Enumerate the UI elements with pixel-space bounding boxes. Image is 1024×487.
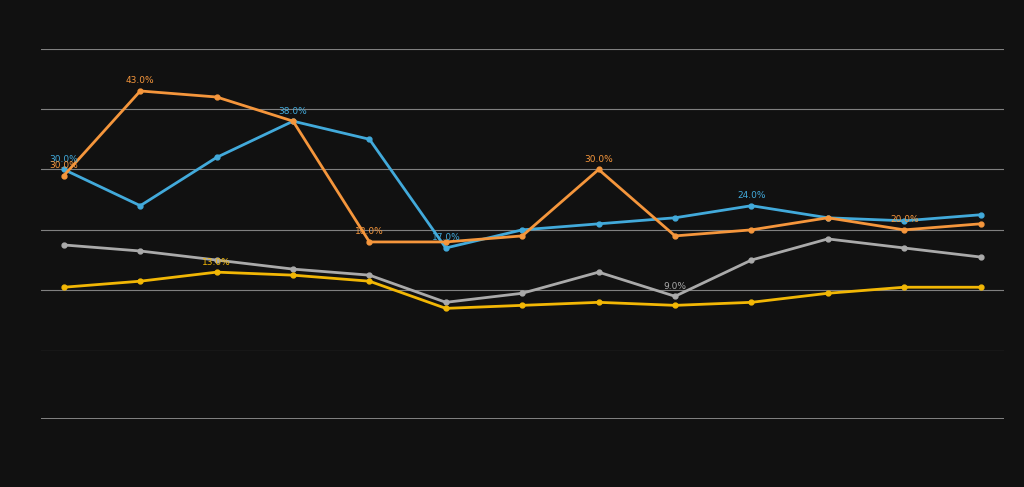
30代 bbox=[439, 239, 452, 245]
50代 bbox=[134, 278, 146, 284]
Text: 30.0%: 30.0% bbox=[49, 155, 78, 164]
20代 bbox=[898, 218, 910, 224]
20代 bbox=[975, 212, 987, 218]
Line: 20代: 20代 bbox=[61, 119, 983, 250]
Text: 17.0%: 17.0% bbox=[431, 233, 460, 243]
40代 bbox=[975, 254, 987, 260]
30代 bbox=[669, 233, 681, 239]
30代 bbox=[516, 233, 528, 239]
20代 bbox=[669, 215, 681, 221]
40代 bbox=[745, 257, 758, 263]
20代 bbox=[57, 167, 70, 172]
Text: 20.0%: 20.0% bbox=[890, 215, 919, 225]
40代 bbox=[211, 257, 223, 263]
Text: 30.0%: 30.0% bbox=[49, 161, 78, 170]
20代 bbox=[287, 118, 299, 124]
50代 bbox=[669, 302, 681, 308]
Text: 43.0%: 43.0% bbox=[126, 76, 155, 85]
20代 bbox=[516, 227, 528, 233]
30代 bbox=[134, 88, 146, 94]
Line: 30代: 30代 bbox=[61, 89, 983, 244]
40代 bbox=[593, 269, 605, 275]
20代 bbox=[821, 215, 834, 221]
50代 bbox=[745, 300, 758, 305]
20代 bbox=[134, 203, 146, 208]
50代 bbox=[821, 290, 834, 296]
50代 bbox=[364, 278, 376, 284]
Text: 18.0%: 18.0% bbox=[355, 227, 384, 236]
50代 bbox=[211, 269, 223, 275]
20代 bbox=[439, 245, 452, 251]
30代 bbox=[898, 227, 910, 233]
Text: 9.0%: 9.0% bbox=[664, 282, 686, 291]
30代 bbox=[593, 167, 605, 172]
30代 bbox=[211, 94, 223, 100]
50代 bbox=[57, 284, 70, 290]
20代 bbox=[211, 154, 223, 160]
50代 bbox=[287, 272, 299, 278]
30代 bbox=[821, 215, 834, 221]
Line: 50代: 50代 bbox=[61, 270, 983, 311]
30代 bbox=[57, 172, 70, 178]
30代 bbox=[287, 118, 299, 124]
50代 bbox=[593, 300, 605, 305]
40代 bbox=[134, 248, 146, 254]
40代 bbox=[57, 242, 70, 248]
30代 bbox=[364, 239, 376, 245]
Text: 24.0%: 24.0% bbox=[737, 191, 766, 200]
40代 bbox=[439, 300, 452, 305]
40代 bbox=[821, 236, 834, 242]
20代 bbox=[364, 136, 376, 142]
40代 bbox=[287, 266, 299, 272]
Text: 13.0%: 13.0% bbox=[203, 258, 231, 266]
40代 bbox=[516, 290, 528, 296]
30代 bbox=[745, 227, 758, 233]
50代 bbox=[975, 284, 987, 290]
40代 bbox=[898, 245, 910, 251]
50代 bbox=[439, 305, 452, 311]
Text: 38.0%: 38.0% bbox=[279, 107, 307, 115]
40代 bbox=[669, 293, 681, 299]
Line: 40代: 40代 bbox=[61, 237, 983, 305]
50代 bbox=[516, 302, 528, 308]
50代 bbox=[898, 284, 910, 290]
30代 bbox=[975, 221, 987, 227]
20代 bbox=[593, 221, 605, 227]
40代 bbox=[364, 272, 376, 278]
20代 bbox=[745, 203, 758, 208]
Text: 30.0%: 30.0% bbox=[585, 155, 613, 164]
